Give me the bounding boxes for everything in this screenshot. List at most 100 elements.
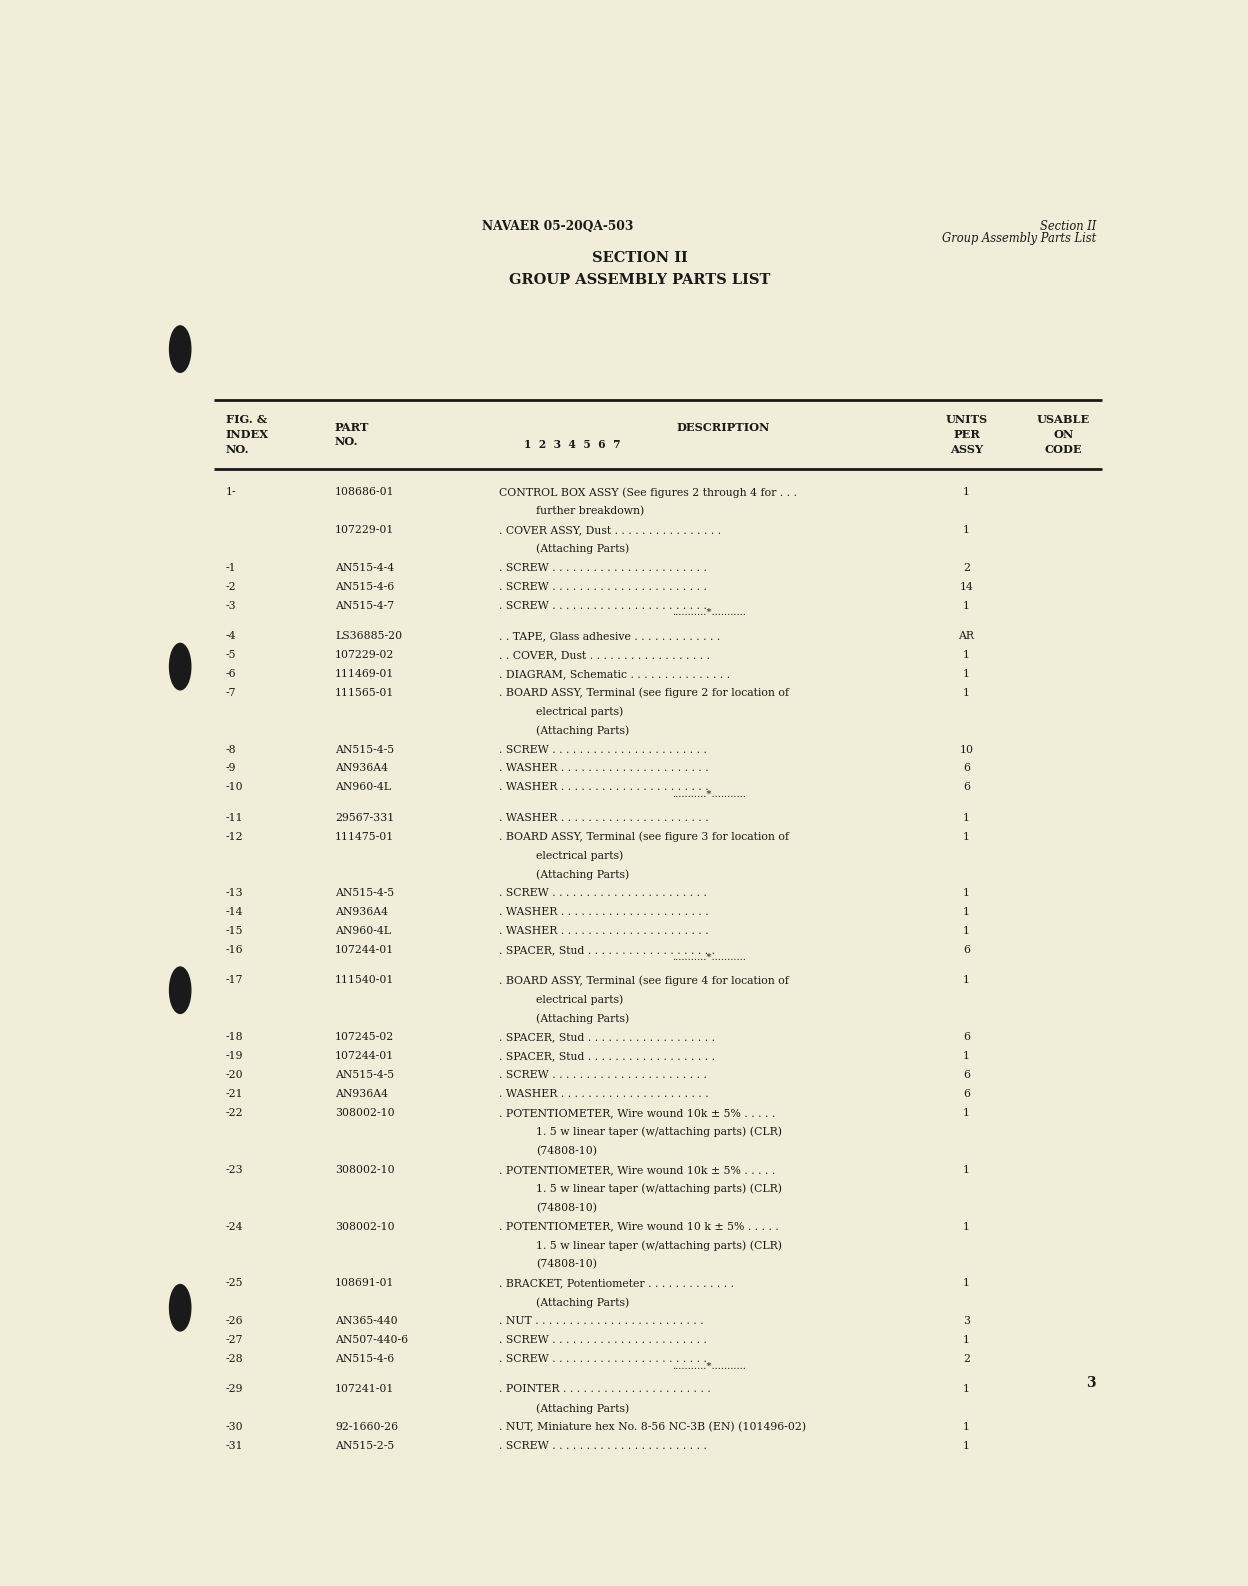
Text: -25: -25 bbox=[226, 1278, 243, 1288]
Text: 111565-01: 111565-01 bbox=[334, 688, 394, 698]
Text: 6: 6 bbox=[963, 1032, 970, 1042]
Text: AN515-4-5: AN515-4-5 bbox=[334, 888, 394, 898]
Text: -1: -1 bbox=[226, 563, 236, 573]
Text: PER: PER bbox=[953, 430, 980, 439]
Text: 1. 5 w linear taper (w/attaching parts) (CLR): 1. 5 w linear taper (w/attaching parts) … bbox=[537, 1183, 782, 1194]
Text: (Attaching Parts): (Attaching Parts) bbox=[537, 544, 629, 555]
Text: -31: -31 bbox=[226, 1442, 243, 1451]
Text: (Attaching Parts): (Attaching Parts) bbox=[537, 725, 629, 736]
Text: . SCREW . . . . . . . . . . . . . . . . . . . . . . .: . SCREW . . . . . . . . . . . . . . . . … bbox=[499, 888, 708, 898]
Text: AN936A4: AN936A4 bbox=[334, 907, 388, 917]
Text: CODE: CODE bbox=[1045, 444, 1082, 455]
Text: . WASHER . . . . . . . . . . . . . . . . . . . . . .: . WASHER . . . . . . . . . . . . . . . .… bbox=[499, 812, 709, 823]
Text: (74808-10): (74808-10) bbox=[537, 1145, 597, 1156]
Text: -20: -20 bbox=[226, 1071, 243, 1080]
Text: -16: -16 bbox=[226, 945, 243, 955]
Text: -15: -15 bbox=[226, 926, 243, 936]
Text: . BOARD ASSY, Terminal (see figure 2 for location of: . BOARD ASSY, Terminal (see figure 2 for… bbox=[499, 688, 789, 698]
Text: LS36885-20: LS36885-20 bbox=[334, 631, 402, 641]
Text: . SCREW . . . . . . . . . . . . . . . . . . . . . . .: . SCREW . . . . . . . . . . . . . . . . … bbox=[499, 744, 708, 755]
Text: . POTENTIOMETER, Wire wound 10k ± 5% . . . . .: . POTENTIOMETER, Wire wound 10k ± 5% . .… bbox=[499, 1109, 775, 1118]
Text: NAVAER 05-20QA-503: NAVAER 05-20QA-503 bbox=[482, 219, 633, 233]
Text: -30: -30 bbox=[226, 1423, 243, 1432]
Text: AR: AR bbox=[958, 631, 975, 641]
Text: -12: -12 bbox=[226, 831, 243, 842]
Text: -2: -2 bbox=[226, 582, 236, 592]
Text: ...........*...........: ...........*........... bbox=[671, 953, 746, 963]
Text: 14: 14 bbox=[960, 582, 973, 592]
Text: . SPACER, Stud . . . . . . . . . . . . . . . . . . .: . SPACER, Stud . . . . . . . . . . . . .… bbox=[499, 1032, 715, 1042]
Text: FIG. &: FIG. & bbox=[226, 414, 267, 425]
Text: -21: -21 bbox=[226, 1090, 243, 1099]
Text: . WASHER . . . . . . . . . . . . . . . . . . . . . .: . WASHER . . . . . . . . . . . . . . . .… bbox=[499, 1090, 709, 1099]
Text: 1: 1 bbox=[963, 1335, 970, 1345]
Text: . WASHER . . . . . . . . . . . . . . . . . . . . . .: . WASHER . . . . . . . . . . . . . . . .… bbox=[499, 907, 709, 917]
Text: . SPACER, Stud . . . . . . . . . . . . . . . . . . .: . SPACER, Stud . . . . . . . . . . . . .… bbox=[499, 945, 715, 955]
Text: . COVER ASSY, Dust . . . . . . . . . . . . . . . .: . COVER ASSY, Dust . . . . . . . . . . .… bbox=[499, 525, 721, 534]
Text: 1: 1 bbox=[963, 1221, 970, 1231]
Text: -8: -8 bbox=[226, 744, 236, 755]
Text: . DIAGRAM, Schematic . . . . . . . . . . . . . . .: . DIAGRAM, Schematic . . . . . . . . . .… bbox=[499, 669, 730, 679]
Text: AN515-4-5: AN515-4-5 bbox=[334, 1071, 394, 1080]
Text: . SCREW . . . . . . . . . . . . . . . . . . . . . . .: . SCREW . . . . . . . . . . . . . . . . … bbox=[499, 601, 708, 611]
Text: . WASHER . . . . . . . . . . . . . . . . . . . . . .: . WASHER . . . . . . . . . . . . . . . .… bbox=[499, 763, 709, 774]
Text: 107244-01: 107244-01 bbox=[334, 1052, 394, 1061]
Text: 1: 1 bbox=[963, 1385, 970, 1394]
Text: . NUT, Miniature hex No. 8-56 NC-3B (EN) (101496-02): . NUT, Miniature hex No. 8-56 NC-3B (EN)… bbox=[499, 1423, 806, 1432]
Text: PART: PART bbox=[334, 422, 369, 433]
Text: 6: 6 bbox=[963, 782, 970, 793]
Text: INDEX: INDEX bbox=[226, 430, 268, 439]
Text: 1: 1 bbox=[963, 907, 970, 917]
Text: 1: 1 bbox=[963, 1164, 970, 1175]
Text: SECTION II: SECTION II bbox=[592, 252, 688, 265]
Text: . . COVER, Dust . . . . . . . . . . . . . . . . . .: . . COVER, Dust . . . . . . . . . . . . … bbox=[499, 650, 710, 660]
Text: AN515-4-7: AN515-4-7 bbox=[334, 601, 394, 611]
Text: 1  2  3  4  5  6  7: 1 2 3 4 5 6 7 bbox=[524, 439, 620, 450]
Text: AN936A4: AN936A4 bbox=[334, 763, 388, 774]
Text: 3: 3 bbox=[963, 1316, 970, 1326]
Text: Group Assembly Parts List: Group Assembly Parts List bbox=[942, 232, 1096, 244]
Text: 1: 1 bbox=[963, 1052, 970, 1061]
Text: 1: 1 bbox=[963, 525, 970, 534]
Text: AN936A4: AN936A4 bbox=[334, 1090, 388, 1099]
Text: ASSY: ASSY bbox=[950, 444, 983, 455]
Text: (Attaching Parts): (Attaching Parts) bbox=[537, 1404, 629, 1413]
Text: 92-1660-26: 92-1660-26 bbox=[334, 1423, 398, 1432]
Text: -17: -17 bbox=[226, 975, 243, 985]
Text: AN515-4-6: AN515-4-6 bbox=[334, 582, 394, 592]
Text: . . TAPE, Glass adhesive . . . . . . . . . . . . .: . . TAPE, Glass adhesive . . . . . . . .… bbox=[499, 631, 720, 641]
Text: . BRACKET, Potentiometer . . . . . . . . . . . . .: . BRACKET, Potentiometer . . . . . . . .… bbox=[499, 1278, 734, 1288]
Text: 1: 1 bbox=[963, 669, 970, 679]
Text: GROUP ASSEMBLY PARTS LIST: GROUP ASSEMBLY PARTS LIST bbox=[509, 273, 770, 287]
Text: -10: -10 bbox=[226, 782, 243, 793]
Text: 2: 2 bbox=[963, 563, 970, 573]
Text: 1: 1 bbox=[963, 1278, 970, 1288]
Text: . NUT . . . . . . . . . . . . . . . . . . . . . . . . .: . NUT . . . . . . . . . . . . . . . . . … bbox=[499, 1316, 704, 1326]
Text: -18: -18 bbox=[226, 1032, 243, 1042]
Text: 111540-01: 111540-01 bbox=[334, 975, 394, 985]
Text: (Attaching Parts): (Attaching Parts) bbox=[537, 869, 629, 880]
Text: 1. 5 w linear taper (w/attaching parts) (CLR): 1. 5 w linear taper (w/attaching parts) … bbox=[537, 1240, 782, 1251]
Text: -7: -7 bbox=[226, 688, 236, 698]
Text: -19: -19 bbox=[226, 1052, 243, 1061]
Text: 107229-02: 107229-02 bbox=[334, 650, 394, 660]
Text: 1: 1 bbox=[963, 688, 970, 698]
Text: . BOARD ASSY, Terminal (see figure 3 for location of: . BOARD ASSY, Terminal (see figure 3 for… bbox=[499, 831, 789, 842]
Text: 1: 1 bbox=[963, 1423, 970, 1432]
Text: 1: 1 bbox=[963, 1109, 970, 1118]
Text: ON: ON bbox=[1053, 430, 1073, 439]
Text: -11: -11 bbox=[226, 812, 243, 823]
Ellipse shape bbox=[170, 967, 191, 1013]
Text: electrical parts): electrical parts) bbox=[537, 707, 623, 717]
Text: -23: -23 bbox=[226, 1164, 243, 1175]
Text: Section II: Section II bbox=[1040, 219, 1096, 233]
Text: -14: -14 bbox=[226, 907, 243, 917]
Ellipse shape bbox=[170, 644, 191, 690]
Text: 1: 1 bbox=[963, 975, 970, 985]
Text: -26: -26 bbox=[226, 1316, 243, 1326]
Text: 2: 2 bbox=[963, 1354, 970, 1364]
Text: 108691-01: 108691-01 bbox=[334, 1278, 394, 1288]
Text: 1: 1 bbox=[963, 812, 970, 823]
Text: 308002-10: 308002-10 bbox=[334, 1221, 394, 1231]
Text: -5: -5 bbox=[226, 650, 236, 660]
